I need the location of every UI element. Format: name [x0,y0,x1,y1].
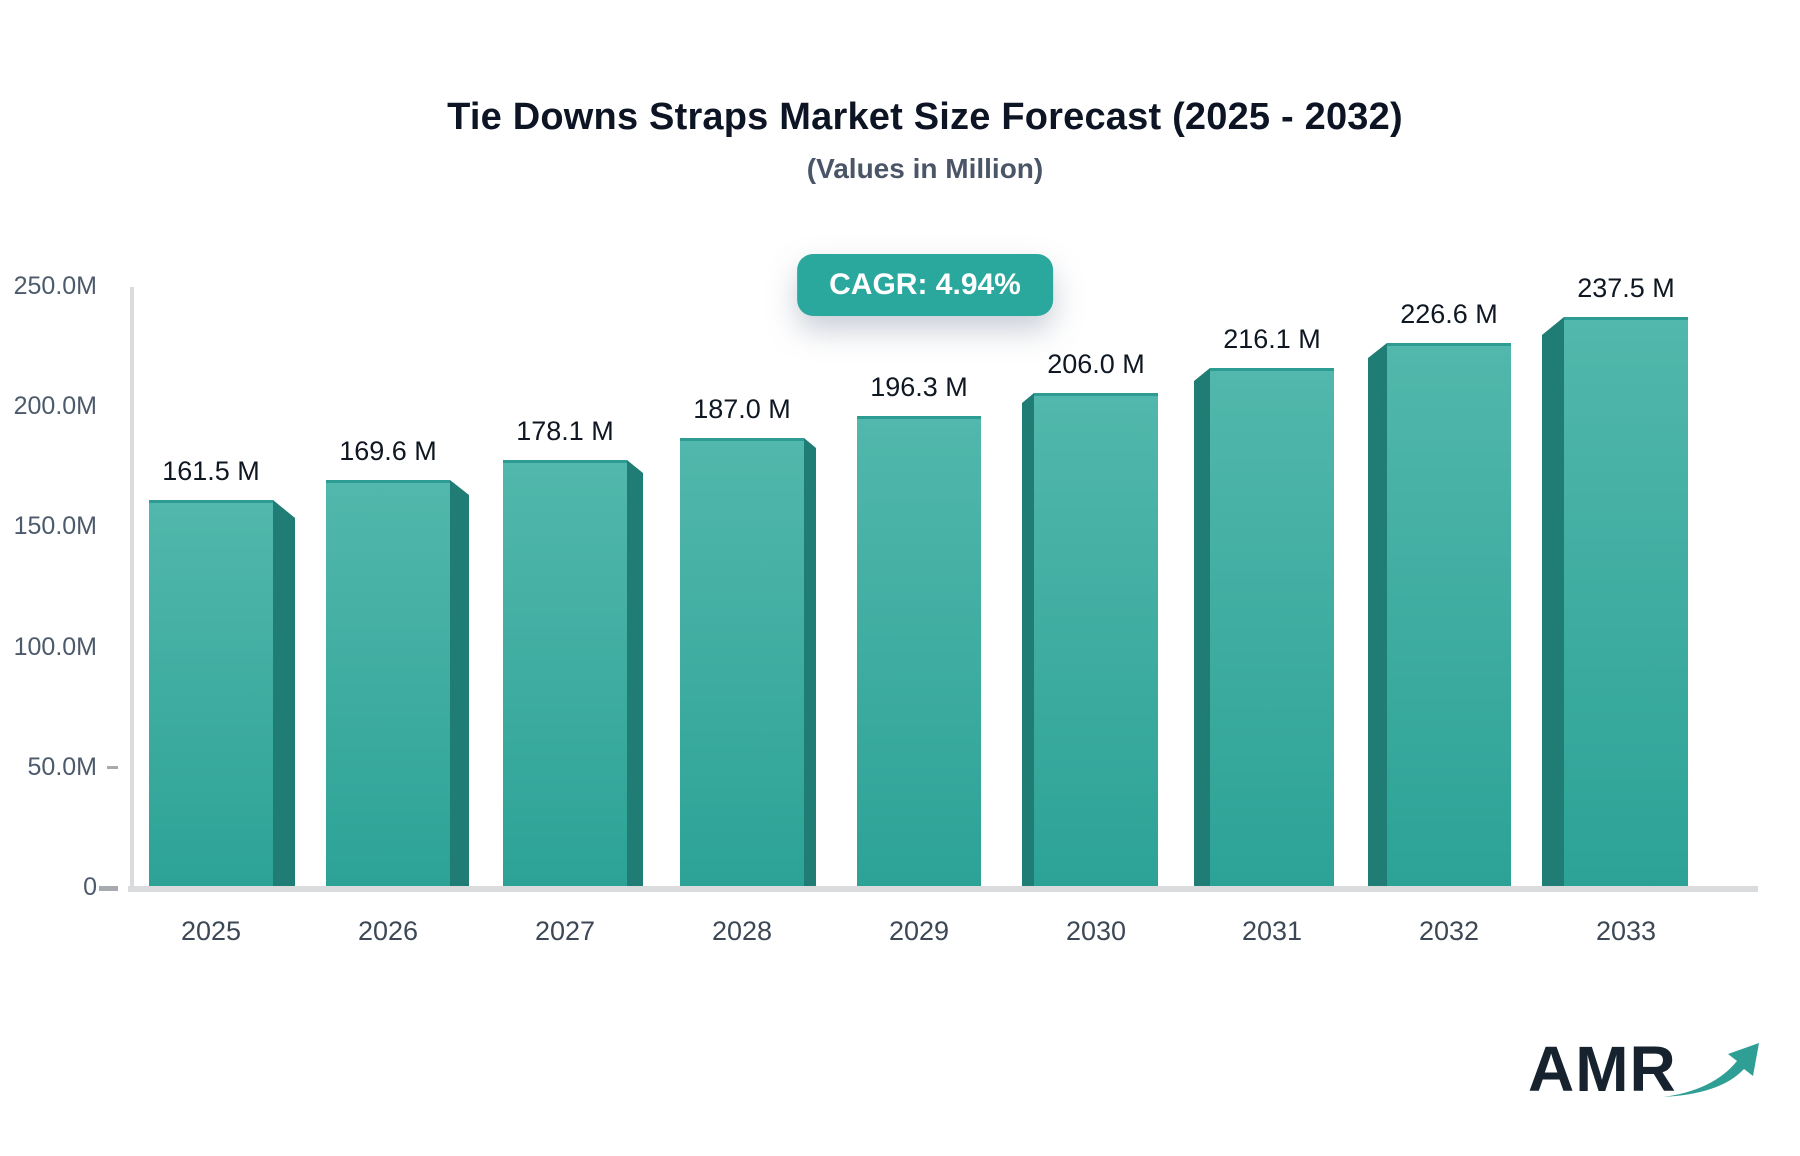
x-axis-label: 2029 [888,916,950,946]
y-axis-tick-mark [107,765,118,769]
x-axis-label: 2033 [1595,916,1657,946]
y-axis-tick-label: 150.0M [13,512,97,541]
amr-logo: AMR [1528,1032,1765,1106]
trending-up-arrow-icon [1662,1043,1759,1097]
bar-side-face [804,438,816,890]
y-axis-tick-label: 0 [83,873,97,901]
bar-2032 [1387,343,1511,890]
bar-2029 [857,416,981,890]
x-axis-label: 2028 [711,916,773,946]
page-title: Tie Downs Straps Market Size Forecast (2… [447,96,1403,138]
bar-value-label: 216.1 M [1223,324,1321,354]
bar-value-label: 187.0 M [693,394,791,424]
x-axis-label: 2027 [534,916,596,946]
x-axis-line [128,886,1758,892]
bar-value-label: 178.1 M [516,416,614,446]
bar-side-face [273,500,295,890]
bar-2025 [149,500,273,890]
bar-side-face [1368,343,1387,890]
x-axis-label: 2030 [1065,916,1127,946]
y-axis-tick-label: 50.0M [27,752,97,781]
bar-side-face [450,480,469,890]
amr-logo-text: AMR [1528,1033,1677,1105]
y-axis-tick-mark [99,886,118,891]
bar-value-label: 237.5 M [1577,273,1675,303]
bar-side-face [1194,368,1210,890]
x-axis-label: 2026 [357,916,419,946]
x-axis-label: 2032 [1418,916,1480,946]
y-axis-tick-label: 250.0M [13,272,97,300]
bar-value-label: 206.0 M [1047,349,1145,379]
bar-2033 [1564,317,1688,890]
bar-2030 [1034,393,1158,890]
bar-side-face [1022,393,1034,890]
bar-value-label: 161.5 M [162,456,260,486]
page-subtitle: (Values in Million) [806,153,1044,184]
x-axis-label: 2031 [1241,916,1303,946]
bar-2031 [1210,368,1334,890]
bar-side-face [627,460,643,890]
bar-value-label: 169.6 M [339,436,437,466]
bar-value-label: 196.3 M [870,372,968,402]
chart-header: Tie Downs Straps Market Size Forecast (2… [50,0,1800,316]
cagr-badge: CAGR: 4.94% [797,254,1053,316]
x-axis-label: 2025 [180,916,242,946]
bar-2026 [326,480,450,890]
bar-2027 [503,460,627,890]
y-axis-tick-label: 100.0M [13,632,97,661]
bar-2028 [680,438,804,890]
bar-side-face [1542,317,1564,890]
bar-value-label: 226.6 M [1400,299,1498,329]
y-axis-line [130,287,134,892]
y-axis-tick-label: 200.0M [13,392,97,421]
